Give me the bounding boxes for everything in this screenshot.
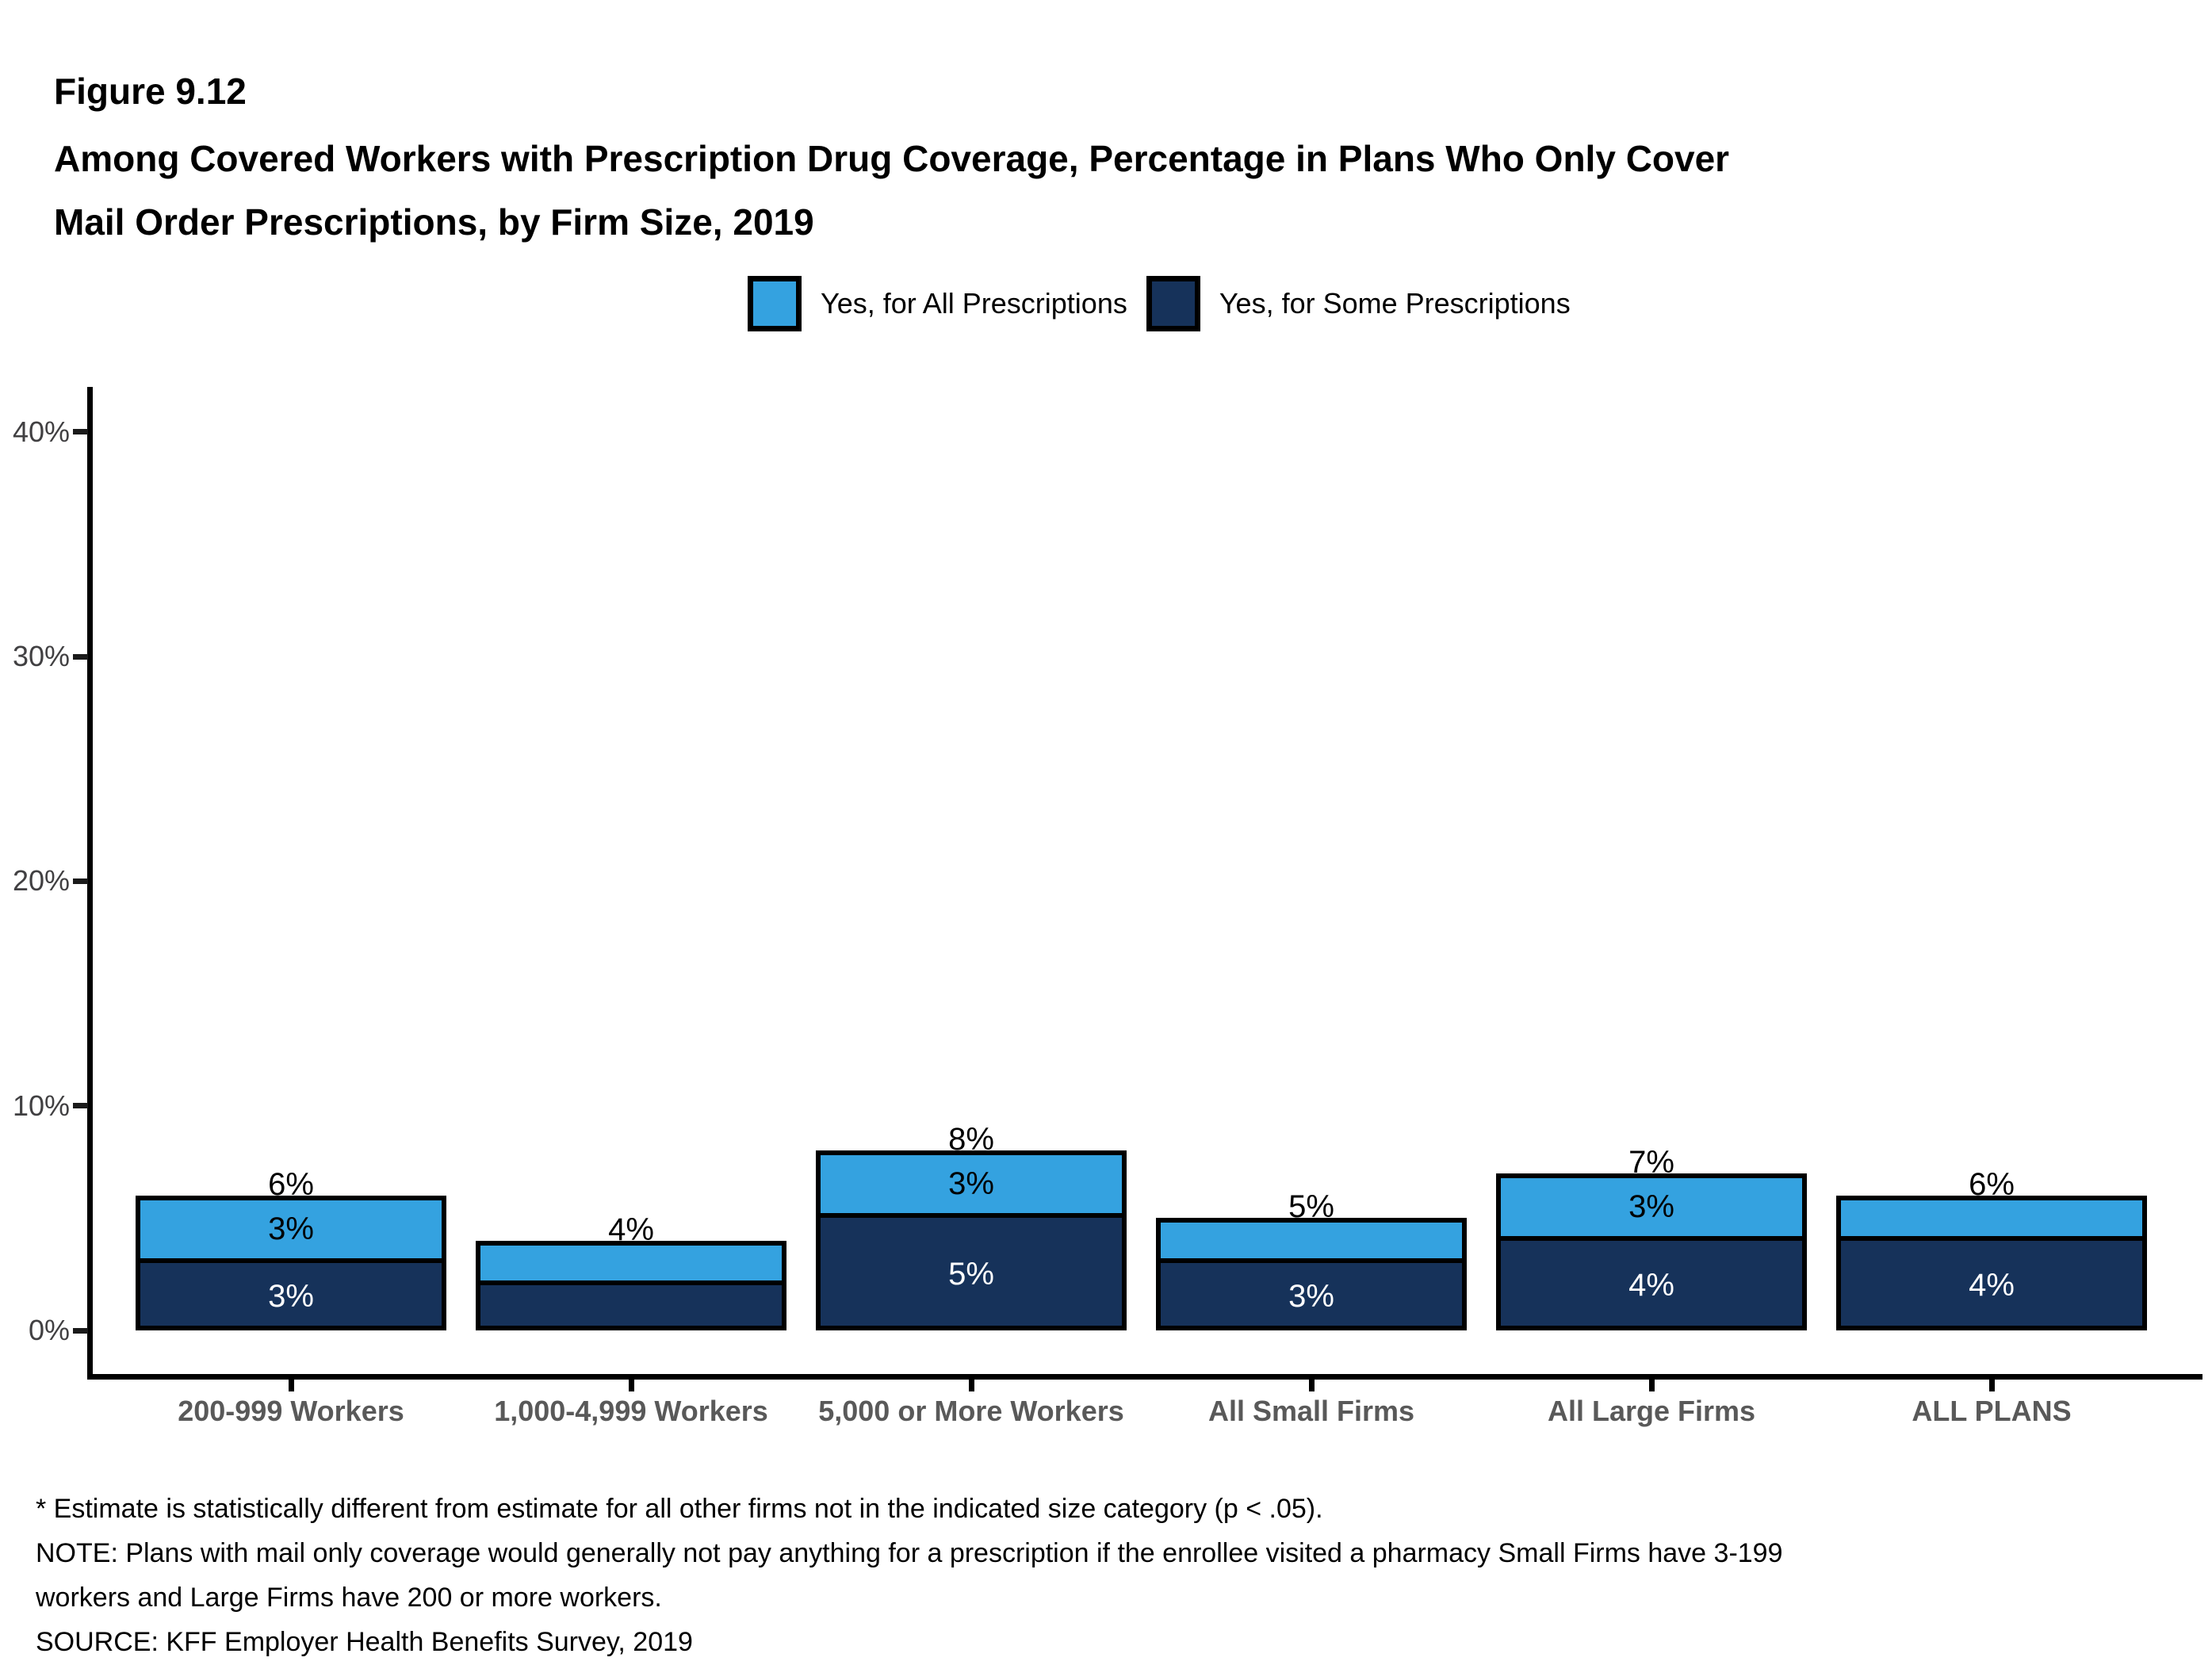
bar-total-label: 6% <box>268 1167 314 1203</box>
bar-total-label: 6% <box>1969 1167 2015 1203</box>
chart-title-line2: Mail Order Prescriptions, by Firm Size, … <box>54 201 814 243</box>
y-axis-tick <box>73 1103 88 1109</box>
x-axis-line <box>87 1374 2202 1380</box>
y-axis-tick-label: 0% <box>28 1314 70 1346</box>
chart-title-line1: Among Covered Workers with Prescription … <box>54 138 1730 179</box>
bar-total-label: 8% <box>948 1122 994 1158</box>
x-axis-tick <box>968 1380 974 1391</box>
legend: Yes, for All Prescriptions Yes, for Some… <box>748 276 1571 331</box>
category-label-2: 1,000-4,999 Workers <box>494 1395 768 1427</box>
category-label-6: ALL PLANS <box>1912 1395 2072 1427</box>
footnotes: * Estimate is statistically different fr… <box>36 1487 1783 1664</box>
bar-segment-some-prescriptions <box>1161 1258 1462 1326</box>
segment-label-all-prescriptions: 3% <box>948 1166 994 1202</box>
segment-label-some-prescriptions: 5% <box>948 1256 994 1292</box>
y-axis-tick-label: 10% <box>12 1089 70 1122</box>
legend-item-all-prescriptions: Yes, for All Prescriptions <box>748 276 1127 331</box>
segment-label-some-prescriptions: 4% <box>1969 1267 2015 1303</box>
bar-total-label: 4% <box>608 1211 654 1247</box>
footnote-note-line2: workers and Large Firms have 200 or more… <box>36 1583 662 1613</box>
bar-segment-some-prescriptions <box>1501 1235 1802 1326</box>
bar-segment-some-prescriptions <box>140 1258 442 1326</box>
y-axis-tick <box>73 878 88 884</box>
y-axis-tick-label: 30% <box>12 640 70 673</box>
bar-3 <box>816 1150 1127 1330</box>
x-axis-tick <box>288 1380 294 1391</box>
y-axis-tick <box>73 653 88 660</box>
legend-label-some-prescriptions: Yes, for Some Prescriptions <box>1219 287 1571 320</box>
x-axis-tick <box>1988 1380 1995 1391</box>
bar-5 <box>1496 1173 1807 1330</box>
segment-label-all-prescriptions: 3% <box>268 1211 314 1246</box>
y-axis-tick <box>73 429 88 435</box>
legend-swatch-some-prescriptions <box>1146 276 1200 331</box>
x-axis-tick <box>1308 1380 1315 1391</box>
legend-swatch-all-prescriptions <box>748 276 802 331</box>
bar-total-label: 7% <box>1628 1144 1674 1180</box>
category-label-4: All Small Firms <box>1207 1395 1415 1427</box>
bar-segment-some-prescriptions <box>480 1280 782 1326</box>
category-label-3: 5,000 or More Workers <box>818 1395 1124 1427</box>
bar-1 <box>136 1196 446 1330</box>
x-axis-tick <box>1648 1380 1655 1391</box>
category-label-1: 200-999 Workers <box>178 1395 404 1427</box>
figure-label: Figure 9.12 <box>54 71 247 112</box>
segment-label-some-prescriptions: 3% <box>268 1278 314 1314</box>
y-axis-line <box>87 387 93 1380</box>
footnote-significance: * Estimate is statistically different fr… <box>36 1494 1323 1524</box>
bar-6 <box>1836 1196 2147 1330</box>
footnote-source: SOURCE: KFF Employer Health Benefits Sur… <box>36 1627 693 1657</box>
segment-label-some-prescriptions: 3% <box>1288 1278 1334 1314</box>
bar-segment-some-prescriptions <box>821 1213 1122 1326</box>
bar-total-label: 5% <box>1288 1189 1334 1225</box>
segment-label-all-prescriptions: 3% <box>1628 1188 1674 1224</box>
segment-label-some-prescriptions: 4% <box>1628 1267 1674 1303</box>
y-axis-tick-label: 20% <box>12 864 70 898</box>
bar-4 <box>1156 1218 1467 1330</box>
legend-label-all-prescriptions: Yes, for All Prescriptions <box>821 287 1127 320</box>
y-axis-tick <box>73 1327 88 1334</box>
category-label-5: All Large Firms <box>1547 1395 1756 1427</box>
bar-segment-some-prescriptions <box>1841 1235 2142 1326</box>
bar-2 <box>476 1240 786 1330</box>
footnote-note-line1: NOTE: Plans with mail only coverage woul… <box>36 1538 1783 1568</box>
legend-item-some-prescriptions: Yes, for Some Prescriptions <box>1146 276 1571 331</box>
y-axis-tick-label: 40% <box>12 415 70 448</box>
x-axis-tick <box>628 1380 634 1391</box>
